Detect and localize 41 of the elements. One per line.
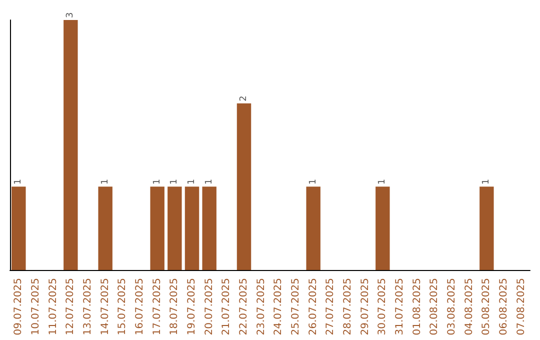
x-tick-label: 01.08.2025: [412, 278, 423, 336]
data-label: 1: [152, 178, 162, 185]
data-label: 1: [378, 178, 388, 185]
x-tick-label: 16.07.2025: [134, 278, 146, 336]
x-tick-label: 02.08.2025: [429, 278, 440, 336]
x-tick-label: 19.07.2025: [186, 278, 198, 336]
x-tick-label: 06.08.2025: [498, 278, 510, 336]
x-tick-label: 30.07.2025: [377, 278, 388, 336]
x-tick-label: 15.07.2025: [117, 278, 128, 336]
data-label: 1: [14, 178, 24, 185]
x-tick-label: 25.07.2025: [290, 278, 302, 336]
data-label: 1: [187, 178, 197, 185]
x-tick-label: 22.07.2025: [238, 278, 250, 336]
x-tick-label: 26.07.2025: [308, 278, 319, 336]
data-label: 2: [239, 96, 249, 102]
x-tick-label: 21.07.2025: [221, 278, 232, 336]
x-tick-label: 27.07.2025: [325, 278, 336, 336]
x-tick-label: 24.07.2025: [273, 278, 284, 336]
x-tick-label: 14.07.2025: [100, 278, 111, 336]
x-tick-label: 28.07.2025: [342, 278, 354, 336]
x-tick-label: 05.08.2025: [481, 278, 492, 336]
x-tick-label: 17.07.2025: [152, 278, 163, 336]
x-tick-label: 03.08.2025: [446, 278, 458, 336]
x-tick-label: 09.07.2025: [13, 278, 24, 336]
data-label: 1: [482, 178, 492, 185]
data-label: 3: [66, 12, 76, 18]
x-tick-label: 13.07.2025: [82, 278, 94, 336]
data-label: 1: [170, 178, 180, 185]
x-tick-label: 11.07.2025: [48, 278, 59, 336]
x-tick-label: 10.07.2025: [30, 278, 42, 336]
x-tick-label: 23.07.2025: [256, 278, 267, 336]
x-tick-label: 04.08.2025: [464, 278, 475, 336]
x-tick-label: 07.08.2025: [516, 278, 527, 336]
data-label: 1: [204, 178, 214, 185]
x-tick-label: 12.07.2025: [65, 278, 76, 336]
data-label: 1: [100, 178, 110, 185]
x-tick-label: 20.07.2025: [204, 278, 215, 336]
x-tick-label: 29.07.2025: [360, 278, 371, 336]
data-label: 1: [308, 178, 318, 185]
x-tick-label: 31.07.2025: [394, 278, 406, 336]
x-tick-label: 18.07.2025: [169, 278, 180, 336]
